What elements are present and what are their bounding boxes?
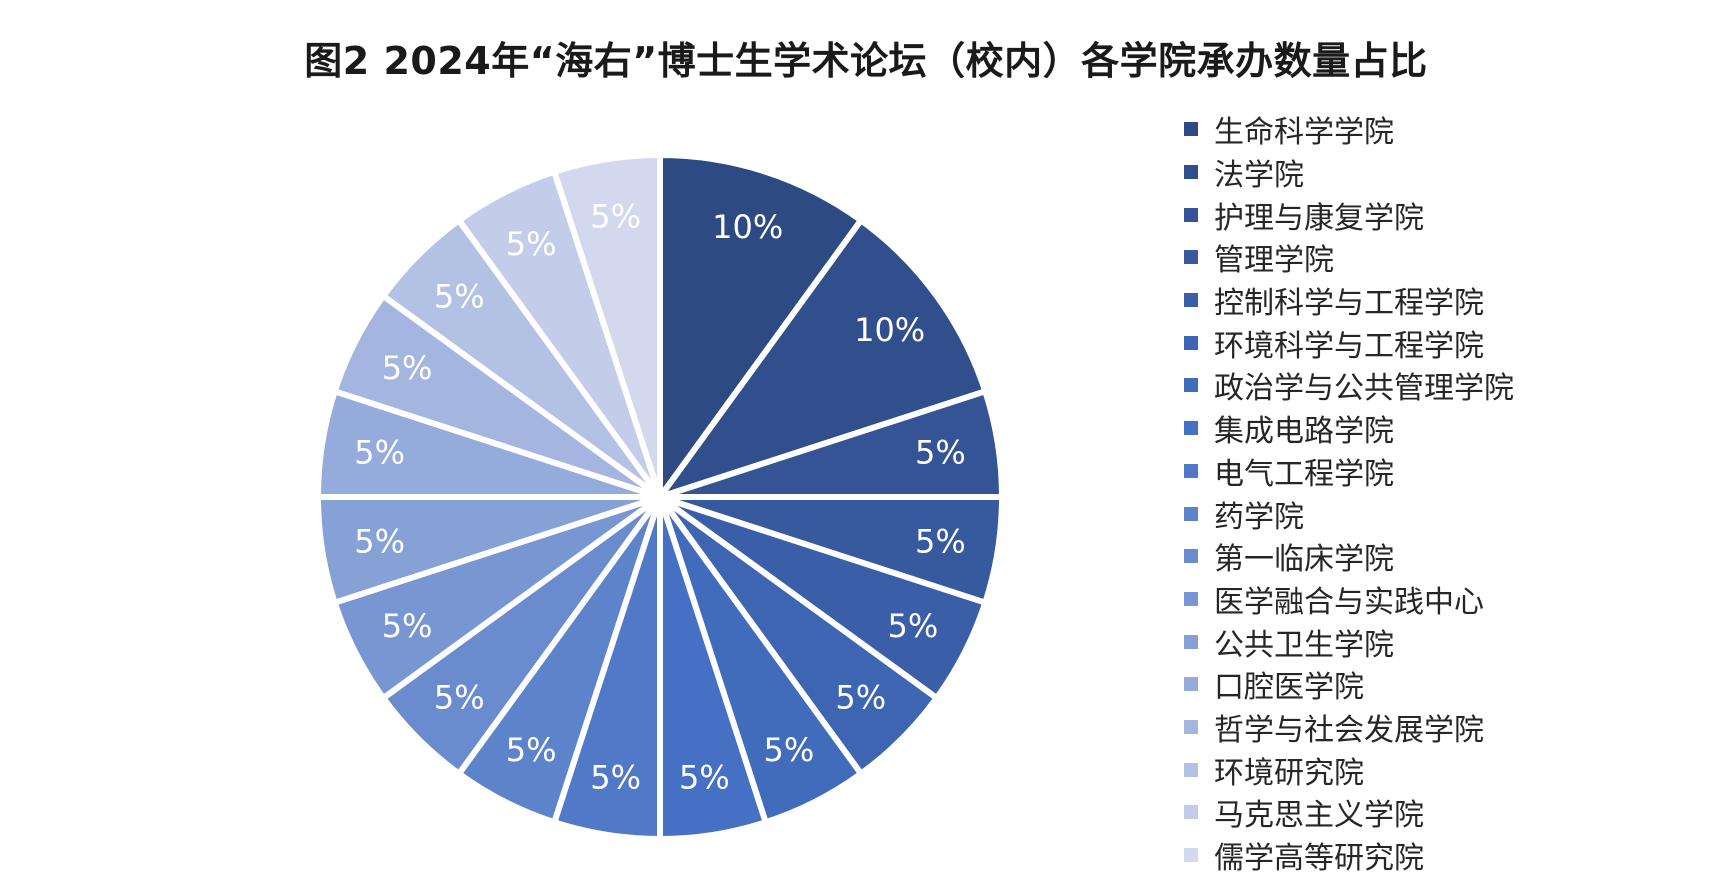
slice-data-label-15: 5%	[382, 349, 433, 387]
slice-data-label-4: 5%	[915, 522, 966, 560]
legend-item-11: 第一临床学院	[1184, 535, 1514, 578]
legend-label: 法学院	[1214, 158, 1304, 194]
legend-swatch	[1184, 293, 1198, 308]
legend-swatch	[1184, 719, 1198, 734]
legend-label: 儒学高等研究院	[1214, 841, 1424, 877]
legend-swatch	[1184, 677, 1198, 692]
legend-swatch	[1184, 634, 1198, 649]
legend-label: 电气工程学院	[1214, 456, 1394, 492]
legend-swatch	[1184, 591, 1198, 606]
legend-swatch	[1184, 378, 1198, 393]
legend-label: 集成电路学院	[1214, 414, 1394, 450]
slice-data-label-12: 5%	[382, 607, 433, 645]
legend-swatch	[1184, 207, 1198, 222]
legend-swatch	[1184, 848, 1198, 863]
legend-swatch	[1184, 335, 1198, 350]
slice-data-label-10: 5%	[506, 731, 557, 769]
legend-label: 哲学与社会发展学院	[1214, 712, 1484, 748]
legend-label: 生命科学学院	[1214, 115, 1394, 151]
legend-item-3: 护理与康复学院	[1184, 193, 1514, 236]
legend-label: 药学院	[1214, 499, 1304, 535]
legend-label: 管理学院	[1214, 243, 1334, 279]
legend-item-14: 口腔医学院	[1184, 663, 1514, 706]
legend-item-18: 儒学高等研究院	[1184, 834, 1514, 877]
legend-label: 马克思主义学院	[1214, 798, 1424, 834]
legend-swatch	[1184, 463, 1198, 478]
legend-label: 环境研究院	[1214, 755, 1364, 791]
legend-item-15: 哲学与社会发展学院	[1184, 706, 1514, 749]
legend-label: 医学融合与实践中心	[1214, 584, 1484, 620]
slice-data-label-16: 5%	[434, 277, 485, 315]
slice-data-label-5: 5%	[888, 607, 939, 645]
legend-item-9: 电气工程学院	[1184, 450, 1514, 493]
legend: 生命科学学院 法学院护理与康复学院 管理学院控制科学与工程学院 环境科学与工程学院 政治…	[1184, 108, 1514, 876]
slice-data-label-18: 5%	[590, 198, 641, 236]
legend-item-4: 管理学院	[1184, 236, 1514, 279]
legend-label: 护理与康复学院	[1214, 200, 1424, 236]
slice-data-label-7: 5%	[763, 731, 814, 769]
legend-label: 公共卫生学院	[1214, 627, 1394, 663]
legend-swatch	[1184, 250, 1198, 265]
legend-swatch	[1184, 165, 1198, 180]
legend-label: 口腔医学院	[1214, 670, 1364, 706]
pie-slice-2	[657, 217, 989, 500]
slice-data-label-9: 5%	[590, 758, 641, 796]
legend-item-1: 生命科学学院	[1184, 108, 1514, 151]
legend-swatch	[1184, 549, 1198, 564]
legend-item-7: 政治学与公共管理学院	[1184, 364, 1514, 407]
legend-swatch	[1184, 506, 1198, 521]
pie-slice-18	[551, 152, 663, 500]
legend-item-2: 法学院	[1184, 151, 1514, 194]
legend-label: 控制科学与工程学院	[1214, 286, 1484, 322]
legend-item-10: 药学院	[1184, 492, 1514, 535]
slice-data-label-13: 5%	[354, 522, 405, 560]
pie-slice-1	[657, 152, 865, 500]
legend-label: 第一临床学院	[1214, 542, 1394, 578]
legend-item-13: 公共卫生学院	[1184, 620, 1514, 663]
legend-item-16: 环境研究院	[1184, 748, 1514, 791]
legend-item-12: 医学融合与实践中心	[1184, 578, 1514, 621]
legend-item-8: 集成电路学院	[1184, 407, 1514, 450]
slice-data-label-17: 5%	[506, 225, 557, 263]
slice-data-label-11: 5%	[434, 679, 485, 717]
slice-data-label-8: 5%	[679, 758, 730, 796]
legend-swatch	[1184, 762, 1198, 777]
legend-swatch	[1184, 122, 1198, 137]
slice-data-label-6: 5%	[835, 679, 886, 717]
chart-title: 图2 2024年“海右”博士生学术论坛（校内）各学院承办数量占比	[304, 39, 1428, 83]
slice-data-label-14: 5%	[354, 434, 405, 472]
slice-data-label-2: 10%	[854, 311, 925, 349]
legend-swatch	[1184, 805, 1198, 820]
slice-data-label-3: 5%	[915, 434, 966, 472]
legend-item-17: 马克思主义学院	[1184, 791, 1514, 834]
legend-label: 环境科学与工程学院	[1214, 328, 1484, 364]
legend-item-5: 控制科学与工程学院	[1184, 279, 1514, 322]
legend-item-6: 环境科学与工程学院	[1184, 321, 1514, 364]
slice-data-label-1: 10%	[712, 208, 783, 246]
legend-swatch	[1184, 421, 1198, 436]
legend-label: 政治学与公共管理学院	[1214, 371, 1514, 407]
